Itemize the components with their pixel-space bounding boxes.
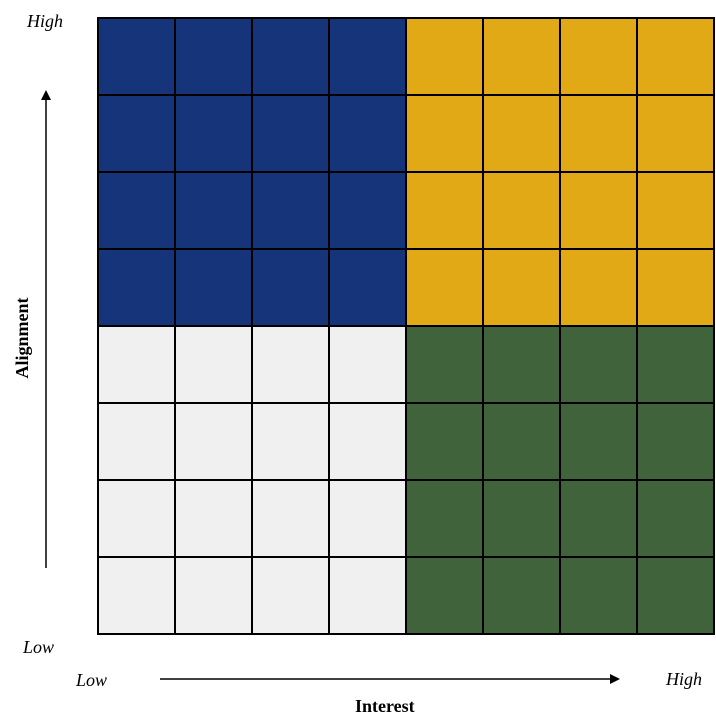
matrix-cell-top-left (328, 248, 407, 327)
matrix-cell-bottom-left (174, 402, 253, 481)
matrix-cell-top-right (482, 17, 561, 96)
x-axis-title: Interest (355, 696, 415, 716)
matrix-cell-top-left (174, 94, 253, 173)
matrix-cell-bottom-left (251, 479, 330, 558)
matrix-cell-top-right (405, 248, 484, 327)
matrix-cell-top-right (482, 94, 561, 173)
matrix-cell-bottom-right (482, 402, 561, 481)
x-axis-low-label: Low (76, 670, 108, 690)
matrix-cell-bottom-right (482, 556, 561, 635)
matrix-cell-top-right (559, 248, 638, 327)
matrix-cell-bottom-left (328, 325, 407, 404)
x-axis-high-label: High (666, 669, 702, 689)
matrix-cell-bottom-left (97, 556, 176, 635)
matrix-cell-bottom-right (636, 479, 715, 558)
matrix-cell-bottom-right (405, 402, 484, 481)
matrix-cell-bottom-right (405, 325, 484, 404)
matrix-cell-top-left (328, 171, 407, 250)
matrix-cell-top-right (559, 171, 638, 250)
matrix-cell-top-left (97, 17, 176, 96)
matrix-cell-top-right (636, 17, 715, 96)
y-axis-title: Alignment (12, 297, 32, 379)
matrix-cell-top-left (328, 94, 407, 173)
y-axis-low-label: Low (23, 637, 55, 657)
matrix-cell-bottom-right (482, 479, 561, 558)
matrix-cell-top-right (636, 171, 715, 250)
matrix-cell-bottom-right (559, 402, 638, 481)
matrix-cell-bottom-left (97, 479, 176, 558)
matrix-cell-bottom-right (636, 402, 715, 481)
matrix-cell-bottom-right (405, 479, 484, 558)
matrix-cell-top-right (405, 171, 484, 250)
matrix-cell-top-left (251, 248, 330, 327)
matrix-cell-top-right (482, 171, 561, 250)
matrix-cell-top-left (97, 171, 176, 250)
matrix-cell-top-left (251, 171, 330, 250)
matrix-cell-bottom-left (251, 556, 330, 635)
matrix-cell-top-left (174, 171, 253, 250)
matrix-cell-bottom-right (636, 556, 715, 635)
matrix-cell-top-left (174, 17, 253, 96)
matrix-cell-bottom-left (328, 556, 407, 635)
matrix-cell-bottom-right (559, 479, 638, 558)
matrix-cell-bottom-right (405, 556, 484, 635)
matrix-cell-top-right (636, 94, 715, 173)
y-axis-high-label: High (27, 11, 63, 31)
matrix-cell-bottom-right (636, 325, 715, 404)
matrix-cell-bottom-left (174, 479, 253, 558)
